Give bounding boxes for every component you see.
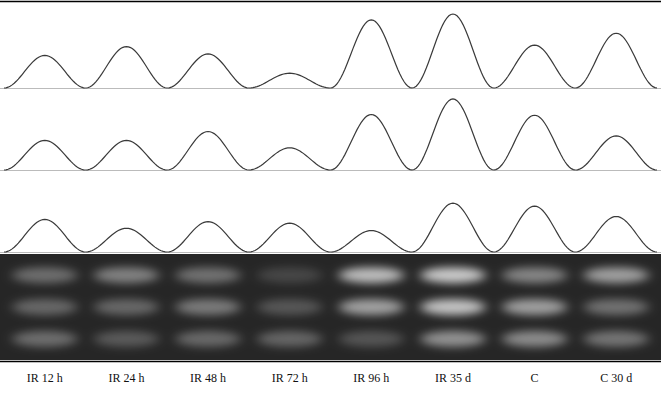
trace [4,99,657,170]
gel-band [257,299,322,315]
gel-band [502,267,567,283]
trace [4,203,657,252]
gel-band [12,331,77,347]
gel-band [339,299,404,315]
trace-peak [494,45,576,88]
gel-band [175,267,240,283]
gel-bands [12,267,649,347]
trace-peak [249,148,331,170]
gel-band [420,331,485,347]
lane-label: IR 96 h [353,371,389,385]
gel-band [339,331,404,347]
gel-band [94,299,159,315]
trace-peak [249,223,331,252]
gel-band [584,267,649,283]
gel-band [420,299,485,315]
frame-line [0,1,661,3]
trace-peak [412,203,494,252]
trace-peak [494,206,576,252]
trace-peak [575,136,657,170]
trace-peak [412,99,494,170]
gel-band [257,267,322,283]
gel-band [257,331,322,347]
trace-peak [331,115,413,171]
gel-band [175,331,240,347]
gel-band [502,331,567,347]
strip-baseline [0,170,661,171]
trace-peak [412,14,494,88]
strip-baseline [0,88,661,89]
trace-peak [4,140,86,170]
gel-band [584,299,649,315]
lane-label: IR 24 h [108,371,144,385]
trace-peak [575,33,657,88]
trace [4,14,657,88]
gel-band [502,299,567,315]
gel-band [339,267,404,283]
trace-peak [86,47,168,88]
trace-peak [249,73,331,88]
trace-peak [167,222,249,252]
trace-peak [4,219,86,252]
gel-band [94,267,159,283]
gel-band [12,267,77,283]
lane-label: IR 12 h [27,371,63,385]
trace-peak [167,54,249,88]
figure-root: IR 12 h IR 24 h IR 48 h IR 72 h IR 96 h IR 35… [0,0,661,393]
lane-label: IR 35 d [435,371,471,385]
lane-label: C 30 d [600,371,632,385]
strip-baseline [0,252,661,253]
gel-band [420,267,485,283]
trace-peak [86,140,168,170]
trace-peak [331,231,413,252]
gel-band [584,331,649,347]
trace-peak [86,228,168,252]
trace-peak [494,115,576,170]
frame-line [0,361,661,363]
gel-band [12,299,77,315]
trace-peak [331,20,413,88]
lane-label: IR 48 h [190,371,226,385]
gel-band [175,299,240,315]
lane-label: C [531,371,539,385]
trace-peak [4,55,86,88]
lane-label: IR 72 h [272,371,308,385]
gel-background [0,254,661,360]
figure: IR 12 h IR 24 h IR 48 h IR 72 h IR 96 h IR 35… [0,0,661,393]
trace-peak [575,216,657,252]
trace-peak [167,132,249,170]
gel-band [94,331,159,347]
